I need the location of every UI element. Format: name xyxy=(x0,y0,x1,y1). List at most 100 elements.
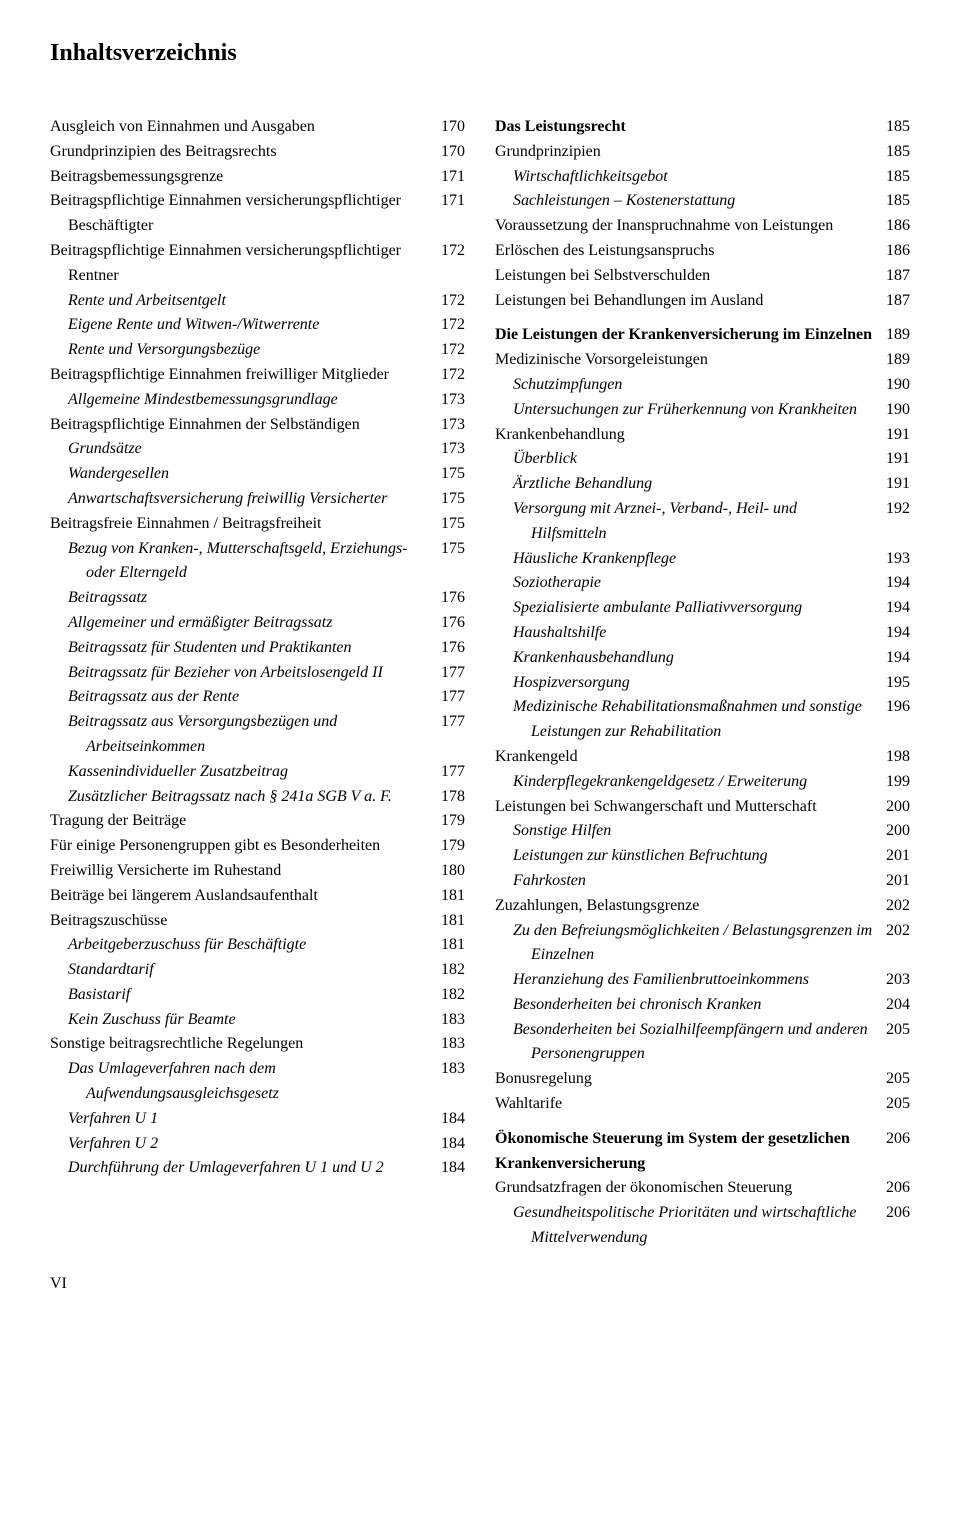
toc-entry: Rente und Arbeitsentgelt172 xyxy=(50,289,465,314)
toc-entry: Beitragszuschüsse181 xyxy=(50,909,465,934)
toc-entry: Beitragssatz aus der Rente177 xyxy=(50,685,465,710)
toc-entry: Überblick191 xyxy=(495,447,910,472)
page-title: Inhaltsverzeichnis xyxy=(50,40,910,67)
toc-entry: Leistungen bei Schwangerschaft und Mutte… xyxy=(495,795,910,820)
toc-entry-page: 199 xyxy=(886,770,910,795)
toc-entry-page: 179 xyxy=(441,809,465,834)
toc-entry-page: 182 xyxy=(441,983,465,1008)
toc-entry-label: Für einige Personengruppen gibt es Beson… xyxy=(50,834,431,859)
toc-entry-label: Durchführung der Umlageverfahren U 1 und… xyxy=(68,1156,431,1181)
toc-entry-page: 171 xyxy=(441,165,465,190)
toc-entry: Bonusregelung205 xyxy=(495,1067,910,1092)
toc-entry-label: Beitragspflichtige Einnahmen versicherun… xyxy=(50,239,431,289)
toc-entry-label: Verfahren U 2 xyxy=(68,1132,431,1157)
toc-entry-label: Zu den Befreiungsmöglichkeiten / Belastu… xyxy=(513,919,876,969)
toc-entry: Grundprinzipien 185 xyxy=(495,140,910,165)
toc-entry: Bezug von Kranken-, Mutterschaftsgeld, E… xyxy=(50,537,465,587)
toc-entry: Zu den Befreiungsmöglichkeiten / Belastu… xyxy=(495,919,910,969)
toc-entry-label: Basistarif xyxy=(68,983,431,1008)
toc-entry-page: 190 xyxy=(886,373,910,398)
toc-entry: Sachleistungen – Kostenerstattung185 xyxy=(495,189,910,214)
toc-entry-label: Beitragssatz für Bezieher von Arbeitslos… xyxy=(68,661,431,686)
toc-entry-label: Beitragspflichtige Einnahmen versicherun… xyxy=(50,189,431,239)
toc-entry-label: Kinderpflegekrankengeldgesetz / Erweiter… xyxy=(513,770,876,795)
toc-entry-label: Versorgung mit Arznei-, Verband-, Heil- … xyxy=(513,497,876,547)
toc-entry-label: Kassenindividueller Zusatzbeitrag xyxy=(68,760,431,785)
toc-entry-page: 170 xyxy=(441,115,465,140)
toc-entry-label: Sonstige beitragsrechtliche Regelungen xyxy=(50,1032,431,1057)
toc-entry-label: Medizinische Vorsorgeleistungen xyxy=(495,348,876,373)
toc-entry-label: Beiträge bei längerem Auslandsaufenthalt xyxy=(50,884,431,909)
toc-entry: Beitragssatz für Studenten und Praktikan… xyxy=(50,636,465,661)
toc-entry-label: Soziotherapie xyxy=(513,571,876,596)
toc-entry-label: Fahrkosten xyxy=(513,869,876,894)
toc-entry: Haushaltshilfe194 xyxy=(495,621,910,646)
toc-entry-page: 182 xyxy=(441,958,465,983)
toc-entry-label: Grundprinzipien des Beitragsrechts xyxy=(50,140,431,165)
toc-entry: Ökonomische Steuerung im System der gese… xyxy=(495,1127,910,1177)
toc-entry: Voraussetzung der Inanspruchnahme von Le… xyxy=(495,214,910,239)
toc-entry-page: 194 xyxy=(886,646,910,671)
toc-entry-page: 189 xyxy=(886,348,910,373)
toc-entry: Spezialisierte ambulante Palliativversor… xyxy=(495,596,910,621)
toc-entry: Soziotherapie194 xyxy=(495,571,910,596)
toc-entry-label: Das Leistungsrecht xyxy=(495,115,876,140)
toc-entry-page: 173 xyxy=(441,413,465,438)
toc-entry-page: 201 xyxy=(886,844,910,869)
toc-entry: Beitragssatz176 xyxy=(50,586,465,611)
toc-entry-label: Sonstige Hilfen xyxy=(513,819,876,844)
toc-entry: Beitragspflichtige Einnahmen versicherun… xyxy=(50,239,465,289)
toc-entry: Kinderpflegekrankengeldgesetz / Erweiter… xyxy=(495,770,910,795)
toc-entry: Leistungen bei Selbstverschulden187 xyxy=(495,264,910,289)
toc-entry-page: 186 xyxy=(886,239,910,264)
toc-entry-page: 191 xyxy=(886,423,910,448)
toc-entry-label: Eigene Rente und Witwen-/Witwerrente xyxy=(68,313,431,338)
toc-entry: Medizinische Rehabilitationsmaßnahmen un… xyxy=(495,695,910,745)
toc-entry: Heranziehung des Familienbruttoeinkommen… xyxy=(495,968,910,993)
toc-entry-page: 206 xyxy=(886,1201,910,1226)
toc-entry-page: 206 xyxy=(886,1176,910,1201)
toc-entry: Grundsatzfragen der ökonomischen Steueru… xyxy=(495,1176,910,1201)
toc-entry-page: 173 xyxy=(441,388,465,413)
toc-entry-page: 177 xyxy=(441,661,465,686)
toc-entry-label: Spezialisierte ambulante Palliativversor… xyxy=(513,596,876,621)
toc-entry-page: 203 xyxy=(886,968,910,993)
toc-entry: Verfahren U 1184 xyxy=(50,1107,465,1132)
toc-entry-page: 185 xyxy=(886,189,910,214)
toc-entry-page: 185 xyxy=(886,165,910,190)
toc-entry-label: Gesundheitspolitische Prioritäten und wi… xyxy=(513,1201,876,1251)
toc-entry: Kein Zuschuss für Beamte183 xyxy=(50,1008,465,1033)
toc-entry-page: 205 xyxy=(886,1092,910,1117)
toc-entry-label: Ökonomische Steuerung im System der gese… xyxy=(495,1127,876,1177)
toc-entry-page: 172 xyxy=(441,239,465,264)
toc-entry-page: 173 xyxy=(441,437,465,462)
toc-entry-label: Bonusregelung xyxy=(495,1067,876,1092)
toc-entry-label: Ärztliche Behandlung xyxy=(513,472,876,497)
toc-entry-label: Wirtschaftlichkeitsgebot xyxy=(513,165,876,190)
toc-entry-label: Ausgleich von Einnahmen und Ausgaben xyxy=(50,115,431,140)
toc-entry: Das Umlageverfahren nach dem Aufwendungs… xyxy=(50,1057,465,1107)
toc-entry: Allgemeine Mindestbemessungsgrundlage173 xyxy=(50,388,465,413)
toc-entry-label: Grundprinzipien xyxy=(495,140,876,165)
toc-entry-label: Arbeitgeberzuschuss für Beschäftigte xyxy=(68,933,431,958)
toc-entry-label: Überblick xyxy=(513,447,876,472)
toc-entry-label: Beitragssatz aus der Rente xyxy=(68,685,431,710)
toc-entry: Häusliche Krankenpflege193 xyxy=(495,547,910,572)
toc-entry-label: Untersuchungen zur Früherkennung von Kra… xyxy=(513,398,876,423)
toc-entry: Versorgung mit Arznei-, Verband-, Heil- … xyxy=(495,497,910,547)
toc-entry-page: 189 xyxy=(886,323,910,348)
toc-entry-page: 175 xyxy=(441,487,465,512)
toc-entry-label: Rente und Versorgungsbezüge xyxy=(68,338,431,363)
toc-entry-page: 185 xyxy=(886,140,910,165)
toc-entry-page: 200 xyxy=(886,819,910,844)
toc-entry-label: Kein Zuschuss für Beamte xyxy=(68,1008,431,1033)
toc-entry: Standardtarif182 xyxy=(50,958,465,983)
toc-entry: Anwartschaftsversicherung freiwillig Ver… xyxy=(50,487,465,512)
toc-entry-page: 170 xyxy=(441,140,465,165)
toc-entry-label: Leistungen bei Selbstverschulden xyxy=(495,264,876,289)
toc-entry: Basistarif 182 xyxy=(50,983,465,1008)
toc-entry-page: 178 xyxy=(441,785,465,810)
toc-entry-label: Leistungen bei Behandlungen im Ausland xyxy=(495,289,876,314)
toc-entry: Leistungen bei Behandlungen im Ausland18… xyxy=(495,289,910,314)
toc-entry: Untersuchungen zur Früherkennung von Kra… xyxy=(495,398,910,423)
